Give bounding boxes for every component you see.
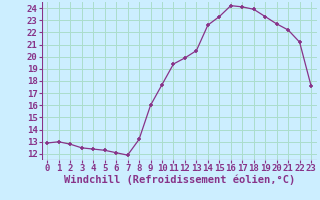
X-axis label: Windchill (Refroidissement éolien,°C): Windchill (Refroidissement éolien,°C): [64, 175, 295, 185]
